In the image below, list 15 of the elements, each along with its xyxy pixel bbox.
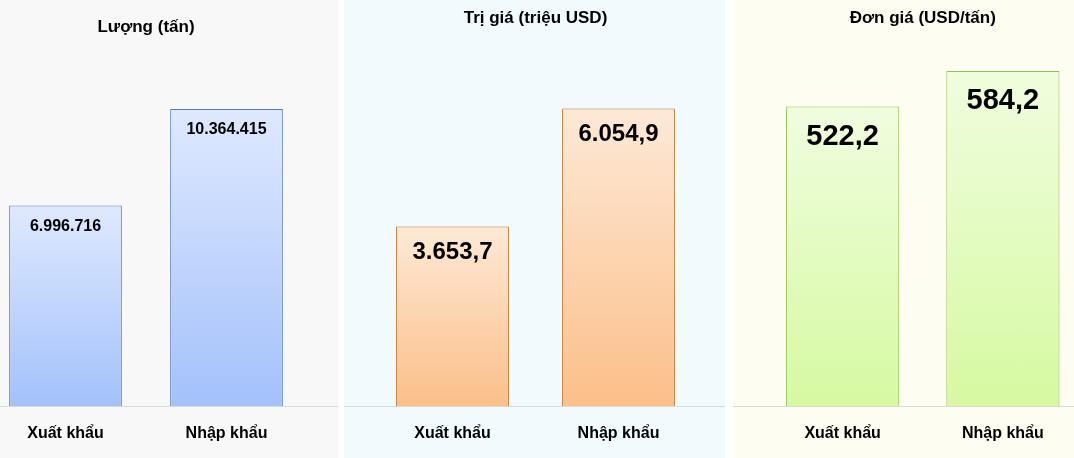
data-label: 3.653,7 [412, 237, 493, 265]
chart-title: Đơn giá (USD/tấn) [849, 7, 996, 27]
x-tick-label: Nhập khẩu [577, 424, 660, 442]
data-label: 6.054,9 [578, 119, 659, 147]
x-tick-label: Nhập khẩu [961, 424, 1044, 442]
data-label: 6.996.716 [29, 216, 102, 234]
chart-title: Lượng (tấn) [97, 16, 195, 36]
x-tick-label: Xuất khẩu [27, 424, 104, 442]
chart-title: Trị giá (triệu USD) [463, 7, 608, 27]
data-label: 584,2 [966, 83, 1040, 116]
x-tick-label: Xuất khẩu [414, 424, 491, 442]
x-tick-label: Nhập khẩu [185, 424, 268, 442]
x-tick-label: Xuất khẩu [804, 424, 881, 442]
data-label: 522,2 [806, 118, 879, 151]
data-label: 10.364.415 [186, 120, 267, 138]
